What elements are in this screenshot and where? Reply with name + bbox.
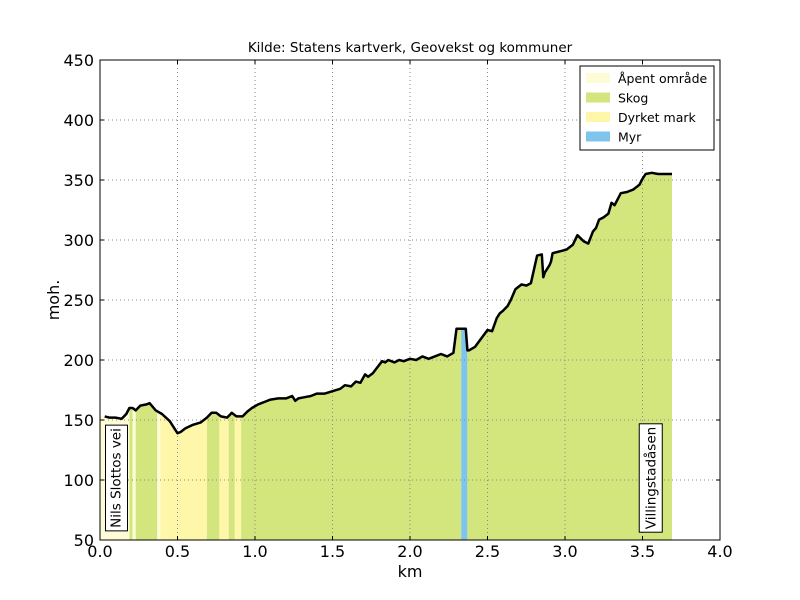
x-tick-label: 1.5 — [320, 542, 345, 561]
y-tick-label: 150 — [63, 411, 94, 430]
x-tick-label: 0.0 — [87, 542, 112, 561]
legend-label: Dyrket mark — [618, 110, 696, 125]
x-tick-label: 1.0 — [242, 542, 267, 561]
x-tick-label: 0.5 — [165, 542, 190, 561]
legend-swatch — [586, 131, 610, 142]
y-tick-label: 300 — [63, 231, 94, 250]
y-tick-label: 450 — [63, 51, 94, 70]
x-tick-label: 4.0 — [707, 542, 732, 561]
land-cover-band — [129, 408, 133, 540]
land-cover-band — [234, 415, 242, 540]
y-tick-label: 400 — [63, 111, 94, 130]
y-axis-label: moh. — [44, 280, 63, 321]
land-cover-band — [461, 328, 468, 540]
place-label-text: Nils Slottos vei — [109, 428, 125, 528]
elevation-profile-line — [104, 171, 672, 435]
land-cover-band — [157, 411, 161, 540]
legend: Åpent område Skog Dyrket mark Myr — [579, 65, 715, 151]
axes: 0.0 0.5 1.0 1.5 2.0 2.5 3.0 3.5 4.0 50 100 150 200 25… — [63, 51, 732, 561]
legend-label: Myr — [618, 130, 642, 145]
y-tick-label: 50 — [74, 531, 94, 550]
place-label-text: Villingstadåsen — [642, 427, 659, 529]
y-tick-label: 350 — [63, 171, 94, 190]
land-cover-band — [160, 413, 207, 540]
place-labels: Nils Slottos vei Villingstadåsen — [105, 423, 663, 533]
y-tick-label: 200 — [63, 351, 94, 370]
x-tick-label: 2.0 — [397, 542, 422, 561]
land-cover-band — [467, 172, 672, 541]
land-cover-bands — [100, 172, 672, 541]
place-label: Nils Slottos vei — [105, 424, 128, 532]
legend-swatch — [586, 112, 610, 122]
land-cover-band — [132, 408, 136, 540]
legend-label: Skog — [618, 91, 648, 106]
place-label-box — [638, 423, 663, 533]
y-tick-label: 100 — [63, 471, 94, 490]
x-axis-label: km — [398, 562, 423, 581]
land-cover-band — [219, 415, 229, 540]
legend-swatch — [586, 73, 610, 83]
land-cover-band — [206, 412, 220, 540]
place-label: Villingstadåsen — [638, 423, 663, 533]
land-cover-band — [135, 403, 158, 540]
x-tick-label: 2.5 — [475, 542, 500, 561]
chart-title: Kilde: Statens kartverk, Geovekst og kom… — [248, 40, 573, 56]
place-label-box — [105, 424, 128, 532]
y-tick-label: 250 — [63, 291, 94, 310]
x-tick-label: 3.5 — [630, 542, 655, 561]
elevation-line — [104, 171, 672, 435]
land-cover-band — [228, 412, 235, 540]
legend-swatch — [586, 92, 610, 103]
land-cover-band — [241, 328, 462, 540]
x-tick-label: 3.0 — [552, 542, 577, 561]
legend-label: Åpent område — [618, 71, 708, 86]
